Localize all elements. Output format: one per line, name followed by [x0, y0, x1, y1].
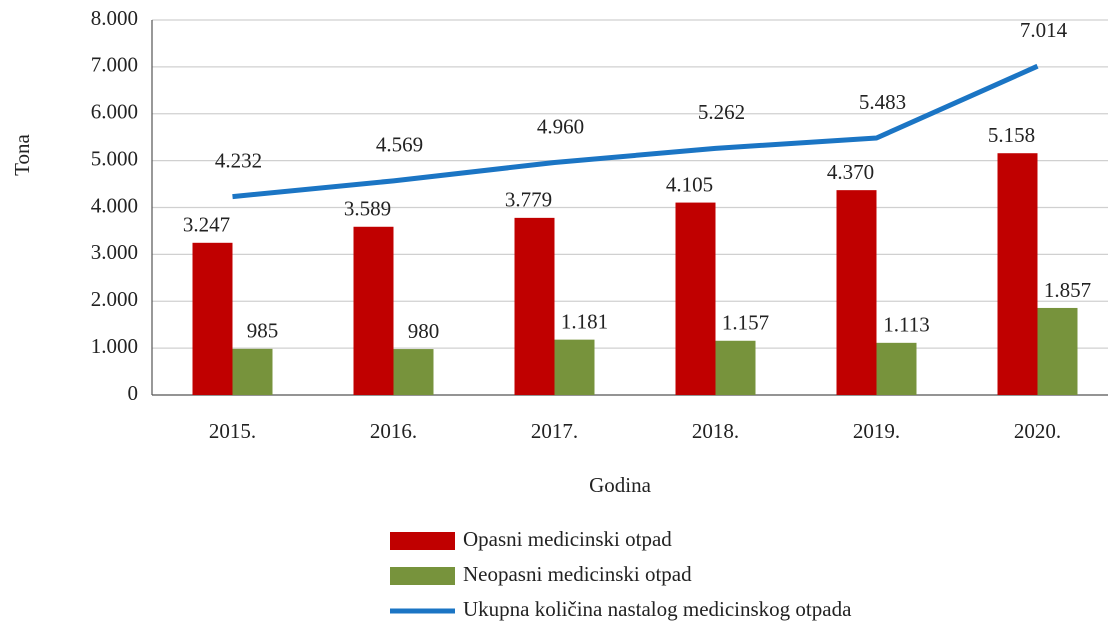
bar [393, 349, 434, 395]
y-tick-label: 0 [128, 381, 139, 405]
data-label: 1.113 [883, 313, 929, 337]
data-label: 1.857 [1044, 278, 1091, 302]
data-label: 1.181 [561, 309, 608, 333]
bar [715, 340, 756, 395]
bar [554, 339, 595, 395]
legend-swatch [390, 567, 455, 585]
x-tick-label: 2018. [692, 419, 739, 443]
x-axis-label: Godina [589, 473, 652, 497]
data-label: 3.247 [183, 213, 230, 237]
data-label: 5.483 [859, 90, 906, 114]
data-label: 5.158 [988, 123, 1035, 147]
y-tick-label: 1.000 [91, 334, 138, 358]
y-tick-label: 2.000 [91, 287, 138, 311]
legend-label: Ukupna količina nastalog medicinskog otp… [463, 597, 852, 621]
bar [876, 342, 917, 395]
data-label: 4.105 [666, 172, 713, 196]
y-tick-label: 8.000 [91, 6, 138, 30]
bar [192, 242, 233, 395]
data-label: 7.014 [1020, 18, 1068, 42]
line [232, 63, 1039, 200]
y-tick-label: 7.000 [91, 53, 138, 77]
bar [232, 348, 273, 395]
bar [514, 217, 555, 395]
y-axis-label: Tona [10, 133, 34, 175]
x-tick-label: 2017. [531, 419, 578, 443]
data-label: 4.232 [215, 148, 262, 172]
legend-label: Opasni medicinski otpad [463, 527, 672, 551]
data-label: 3.589 [344, 197, 391, 221]
x-tick-label: 2020. [1014, 419, 1061, 443]
bar [997, 153, 1038, 395]
x-tick-label: 2016. [370, 419, 417, 443]
data-label: 3.779 [505, 188, 552, 212]
y-tick-label: 3.000 [91, 240, 138, 264]
x-tick-label: 2019. [853, 419, 900, 443]
data-label: 4.370 [827, 160, 874, 184]
data-label: 1.157 [722, 311, 769, 335]
bar [836, 190, 877, 395]
legend-swatch [390, 532, 455, 550]
y-tick-label: 6.000 [91, 100, 138, 124]
y-tick-label: 5.000 [91, 146, 138, 170]
x-tick-label: 2015. [209, 419, 256, 443]
data-label: 980 [408, 319, 440, 343]
y-tick-label: 4.000 [91, 193, 138, 217]
data-label: 5.262 [698, 100, 745, 124]
bar [353, 226, 394, 395]
data-label: 4.960 [537, 114, 584, 138]
data-label: 985 [247, 319, 279, 343]
bar [675, 202, 716, 395]
data-label: 4.569 [376, 133, 423, 157]
legend-label: Neopasni medicinski otpad [463, 562, 692, 586]
bar [1037, 307, 1078, 395]
